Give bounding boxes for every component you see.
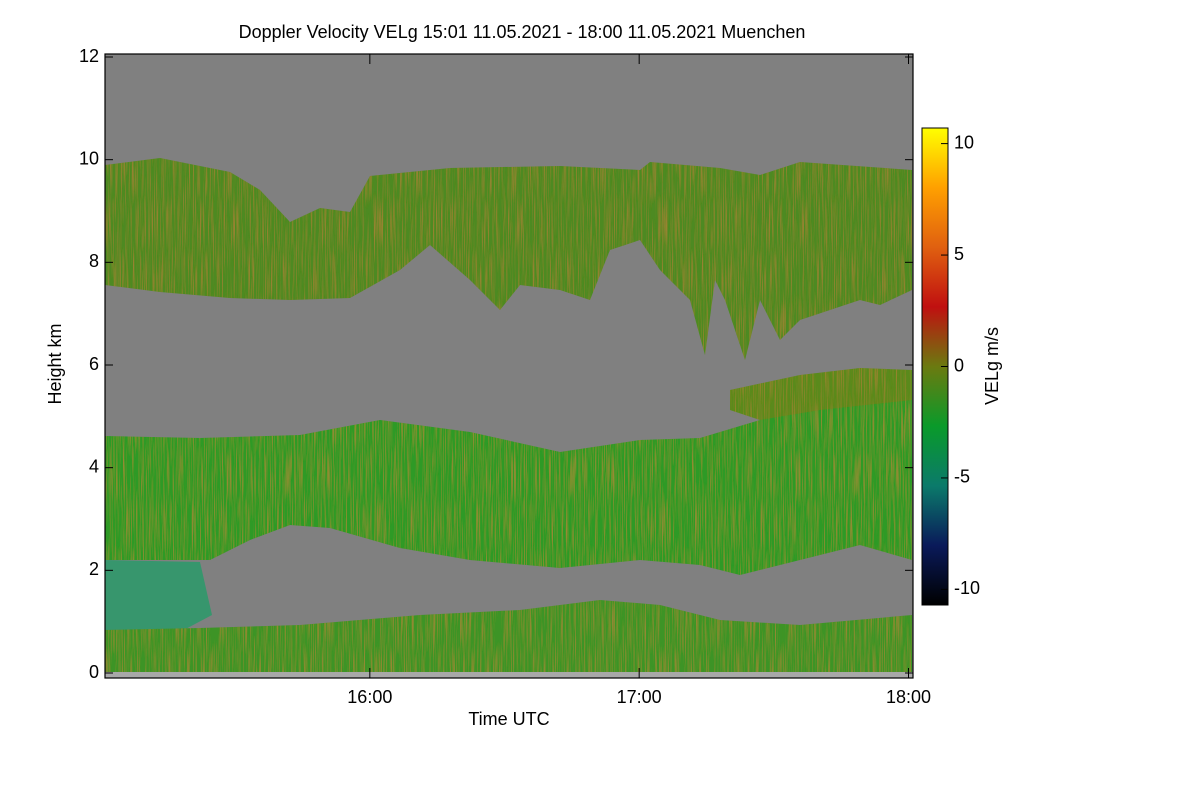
- plot-frame: [104, 53, 914, 679]
- y-tick-label: 10: [79, 148, 99, 168]
- y-tick-label: 2: [89, 559, 99, 579]
- y-tick-label: 8: [89, 251, 99, 271]
- colorbar-tick-label: -10: [954, 578, 980, 598]
- x-axis-label: Time UTC: [468, 709, 549, 729]
- cloud-layer-upper: [105, 158, 912, 360]
- plot-body: [105, 54, 913, 678]
- colorbar-tick-label: 10: [954, 132, 974, 152]
- colorbar-tick-label: 0: [954, 355, 964, 375]
- y-axis-label: Height km: [45, 323, 65, 404]
- y-tick-label: 0: [89, 662, 99, 682]
- boundary-layer: [105, 600, 912, 672]
- plot-background: [105, 54, 913, 678]
- y-tick-label: 12: [79, 46, 99, 66]
- ground-strip: [105, 672, 913, 678]
- y-tick-label: 4: [89, 456, 99, 476]
- x-tick-label: 16:00: [347, 687, 392, 707]
- precip-streak: [105, 560, 212, 645]
- colorbar-tick-label: -5: [954, 467, 970, 487]
- y-tick-label: 6: [89, 354, 99, 374]
- x-tick-label: 18:00: [886, 687, 931, 707]
- cloud-layer-lower: [105, 400, 912, 575]
- chart-title: Doppler Velocity VELg 15:01 11.05.2021 -…: [239, 22, 806, 42]
- colorbar-label: VELg m/s: [982, 327, 1002, 405]
- colorbar-tick-label: 5: [954, 244, 964, 264]
- x-tick-label: 17:00: [617, 687, 662, 707]
